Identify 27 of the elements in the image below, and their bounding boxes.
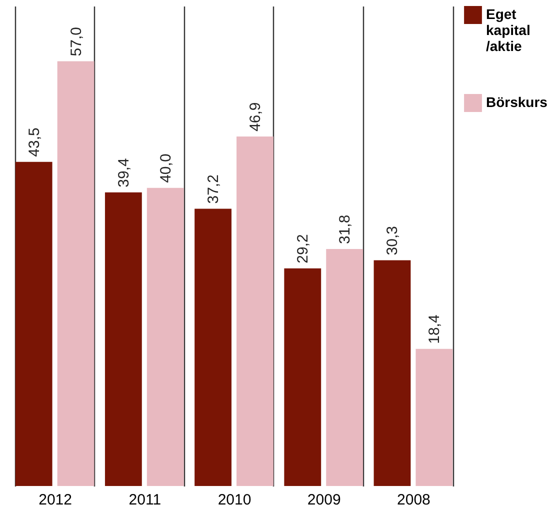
data-label: 18,4	[426, 314, 444, 344]
legend-label: Börskurs	[486, 94, 548, 110]
data-label: 39,4	[115, 158, 132, 188]
bar	[146, 188, 184, 486]
x-tick-label: 2012	[38, 492, 72, 508]
legend-label: Eget kapital /aktie	[486, 6, 530, 54]
bar	[194, 208, 232, 486]
data-label: 43,5	[26, 128, 43, 157]
bar	[326, 249, 364, 486]
data-label: 37,2	[205, 174, 222, 204]
data-label: 29,2	[294, 234, 312, 264]
x-tick-label: 2011	[128, 492, 162, 508]
bar	[57, 61, 94, 486]
bar	[284, 268, 322, 486]
x-tick-label: 2008	[397, 492, 430, 508]
bar	[15, 162, 52, 486]
data-label: 57,0	[68, 27, 85, 56]
bar	[416, 348, 453, 486]
x-tick-label: 2010	[218, 492, 252, 508]
bar	[374, 260, 411, 486]
bar	[104, 192, 142, 486]
data-label: 46,9	[246, 102, 264, 132]
data-label: 40,0	[157, 154, 174, 183]
bar	[236, 136, 274, 486]
x-tick-label: 2009	[307, 492, 341, 508]
data-label: 31,8	[336, 214, 354, 244]
data-label: 30,3	[384, 226, 402, 256]
